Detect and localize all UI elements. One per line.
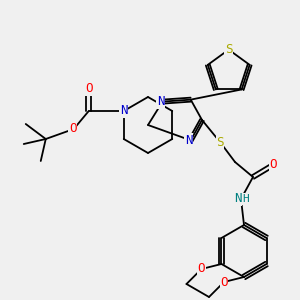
Text: O: O [198, 262, 205, 275]
Text: N: N [185, 134, 193, 147]
Text: N: N [120, 104, 127, 118]
Text: O: O [69, 122, 76, 136]
Text: O: O [85, 82, 92, 95]
Text: N: N [157, 95, 164, 108]
Text: O: O [220, 275, 228, 289]
Text: O: O [269, 158, 277, 172]
Text: S: S [216, 136, 224, 148]
Text: H: H [243, 194, 249, 204]
Text: S: S [225, 43, 232, 56]
Text: N: N [234, 193, 242, 206]
